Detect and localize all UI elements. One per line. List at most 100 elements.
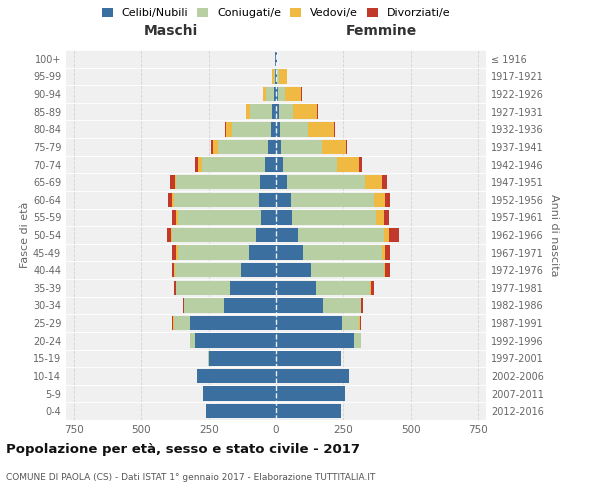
Bar (370, 280, 371, 295)
Bar (209, 351, 276, 366)
Bar (261, 210, 276, 224)
Bar (298, 228, 383, 242)
Bar (303, 246, 382, 260)
Bar (308, 122, 334, 136)
Bar (342, 316, 359, 330)
Bar (247, 104, 250, 119)
Bar (176, 210, 178, 224)
Bar (176, 280, 230, 295)
Bar (170, 175, 175, 190)
Bar (211, 140, 213, 154)
Bar (291, 192, 374, 207)
Bar (292, 210, 376, 224)
Bar (383, 263, 385, 278)
Bar (175, 175, 176, 190)
Bar (276, 404, 341, 418)
Bar (287, 175, 365, 190)
Bar (272, 69, 274, 84)
Bar (249, 246, 276, 260)
Bar (276, 334, 354, 348)
Bar (293, 104, 317, 119)
Bar (281, 140, 322, 154)
Bar (276, 298, 323, 312)
Bar (276, 368, 349, 383)
Bar (276, 246, 303, 260)
Bar (279, 104, 293, 119)
Bar (383, 210, 389, 224)
Bar (172, 228, 256, 242)
Bar (317, 104, 318, 119)
Bar (274, 69, 275, 84)
Bar (223, 298, 276, 312)
Bar (389, 228, 398, 242)
Y-axis label: Fasce di età: Fasce di età (20, 202, 30, 268)
Bar (176, 175, 260, 190)
Bar (276, 192, 291, 207)
Bar (174, 263, 175, 278)
Bar (173, 316, 190, 330)
Bar (198, 158, 202, 172)
Bar (360, 316, 361, 330)
Bar (175, 263, 241, 278)
Bar (178, 246, 249, 260)
Bar (275, 69, 276, 84)
Bar (182, 298, 184, 312)
Bar (230, 280, 276, 295)
Bar (334, 122, 335, 136)
Bar (276, 69, 277, 84)
Bar (323, 298, 361, 312)
Bar (272, 104, 276, 119)
Text: COMUNE DI PAOLA (CS) - Dati ISTAT 1° gennaio 2017 - Elaborazione TUTTITALIA.IT: COMUNE DI PAOLA (CS) - Dati ISTAT 1° gen… (6, 472, 376, 482)
Bar (173, 192, 259, 207)
Bar (250, 104, 272, 119)
Bar (195, 158, 198, 172)
Bar (218, 140, 268, 154)
Bar (374, 192, 385, 207)
Bar (276, 175, 287, 190)
Y-axis label: Anni di nascita: Anni di nascita (549, 194, 559, 276)
Bar (371, 280, 374, 295)
Bar (190, 316, 276, 330)
Bar (276, 263, 311, 278)
Bar (385, 192, 391, 207)
Bar (385, 263, 391, 278)
Bar (173, 280, 176, 295)
Bar (354, 334, 361, 348)
Bar (376, 210, 383, 224)
Text: Maschi: Maschi (144, 24, 198, 38)
Bar (172, 263, 174, 278)
Bar (276, 316, 342, 330)
Bar (171, 228, 172, 242)
Legend: Celibi/Nubili, Coniugati/e, Vedovi/e, Divorziati/e: Celibi/Nubili, Coniugati/e, Vedovi/e, Di… (100, 6, 452, 20)
Bar (276, 280, 316, 295)
Bar (225, 122, 226, 136)
Bar (276, 104, 279, 119)
Bar (167, 228, 171, 242)
Bar (383, 228, 389, 242)
Bar (256, 228, 276, 242)
Bar (280, 122, 308, 136)
Bar (359, 158, 362, 172)
Bar (213, 140, 218, 154)
Bar (278, 69, 287, 84)
Bar (202, 158, 265, 172)
Bar (172, 316, 173, 330)
Bar (276, 158, 283, 172)
Bar (271, 122, 276, 136)
Bar (278, 87, 285, 102)
Bar (176, 246, 178, 260)
Bar (172, 246, 176, 260)
Bar (172, 192, 173, 207)
Bar (178, 210, 261, 224)
Bar (361, 298, 362, 312)
Text: Femmine: Femmine (346, 24, 416, 38)
Bar (241, 263, 276, 278)
Bar (167, 192, 172, 207)
Bar (276, 122, 280, 136)
Bar (311, 263, 383, 278)
Bar (232, 122, 271, 136)
Bar (365, 175, 382, 190)
Bar (266, 87, 274, 102)
Bar (385, 246, 391, 260)
Bar (172, 210, 176, 224)
